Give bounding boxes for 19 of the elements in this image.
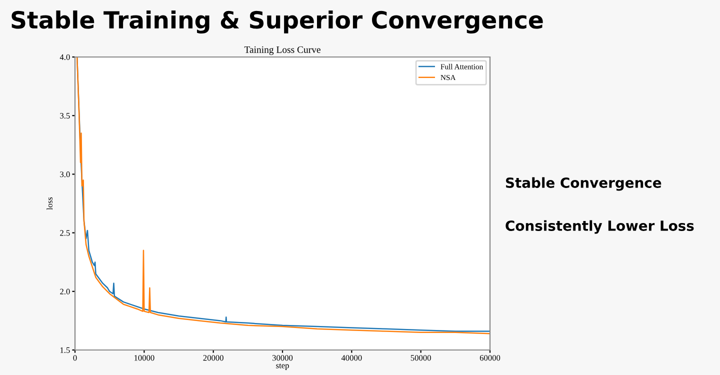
y-tick-label: 3.0 xyxy=(60,172,70,178)
x-tick-label: 0 xyxy=(73,355,77,361)
chart-subtitle: Taining Loss Curve xyxy=(244,46,320,55)
x-axis-title: step xyxy=(276,364,289,370)
chart-title: Stable Training & Superior Convergence xyxy=(12,10,543,34)
y-tick-label: 2.0 xyxy=(60,288,70,294)
y-tick-label: 4.0 xyxy=(60,54,70,60)
x-tick-label: 20000 xyxy=(203,355,224,361)
x-tick-label: 60000 xyxy=(480,355,500,361)
y-tick-label: 1.5 xyxy=(60,347,70,354)
y-axis-title: loss xyxy=(46,197,52,210)
text: Stable Convergence xyxy=(506,177,662,191)
y-tick-label: 2.5 xyxy=(60,230,70,236)
x-tick-label: 50000 xyxy=(410,355,431,361)
x-tick-label: 40000 xyxy=(341,355,362,361)
y-tick-label: 3.5 xyxy=(60,112,70,119)
text: Consistently Lower Loss xyxy=(506,220,694,234)
x-tick-label: 10000 xyxy=(134,355,154,361)
x-tick-label: 30000 xyxy=(272,355,293,361)
